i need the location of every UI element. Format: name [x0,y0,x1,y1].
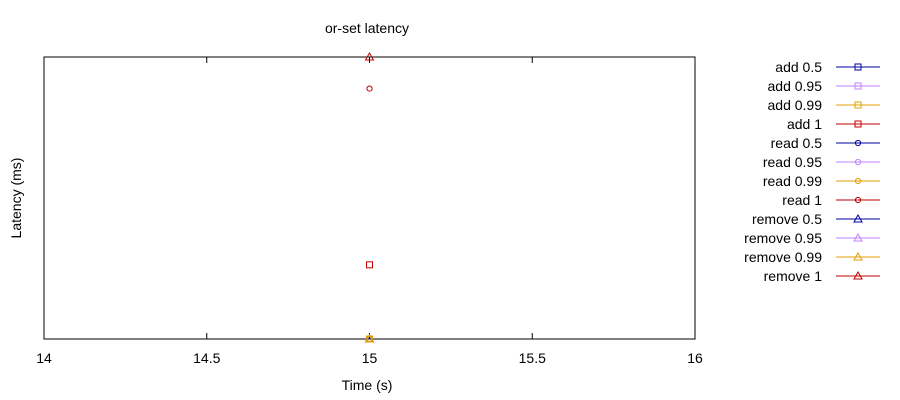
legend-label: read 0.5 [771,135,823,151]
legend: add 0.5 add 0.95 add 0.99 add 1 read 0.5 read… [744,59,880,284]
legend-marker [853,270,863,280]
legend-marker [854,177,862,185]
legend-marker [854,120,862,128]
legend-label: add 0.95 [768,78,823,94]
x-tick-label: 14 [36,350,52,366]
data-point [366,85,373,92]
legend-entry: add 0.5 [775,59,880,75]
y-axis-label: Latency (ms) [8,158,24,239]
x-tick-label: 15.5 [519,350,546,366]
legend-label: add 0.5 [775,59,822,75]
legend-entry: add 0.95 [768,78,880,94]
legend-label: remove 0.95 [744,230,822,246]
chart-title: or-set latency [325,20,409,36]
x-axis-label: Time (s) [342,377,393,393]
legend-label: add 1 [787,116,822,132]
legend-marker [854,158,862,166]
legend-entry: remove 0.99 [744,249,880,265]
legend-entry: read 0.95 [763,154,880,170]
legend-label: read 0.95 [763,154,822,170]
legend-entry: add 0.99 [768,97,880,113]
legend-entry: remove 1 [764,268,880,284]
legend-marker [854,82,862,90]
legend-label: remove 1 [764,268,823,284]
legend-marker [854,139,862,147]
data-point [364,51,375,61]
legend-label: remove 0.5 [752,211,822,227]
data-points [364,51,375,343]
plot-frame [43,56,696,340]
legend-entry: read 0.99 [763,173,880,189]
x-axis: 14 14.5 15 15.5 16 [36,57,703,366]
legend-entry: remove 0.95 [744,230,880,246]
legend-marker [854,101,862,109]
legend-entry: read 0.5 [771,135,880,151]
legend-marker [853,213,863,223]
data-point [366,261,373,269]
legend-label: read 1 [782,192,822,208]
x-tick-label: 16 [687,350,703,366]
legend-marker [854,196,862,204]
legend-label: remove 0.99 [744,249,822,265]
legend-marker [853,251,863,261]
legend-entry: read 1 [782,192,880,208]
legend-entry: remove 0.5 [752,211,880,227]
legend-marker [853,232,863,242]
legend-label: add 0.99 [768,97,823,113]
legend-label: read 0.99 [763,173,822,189]
x-tick-label: 14.5 [193,350,220,366]
x-tick-label: 15 [362,350,378,366]
data-point [364,333,375,343]
legend-entry: add 1 [787,116,880,132]
legend-marker [854,63,862,71]
